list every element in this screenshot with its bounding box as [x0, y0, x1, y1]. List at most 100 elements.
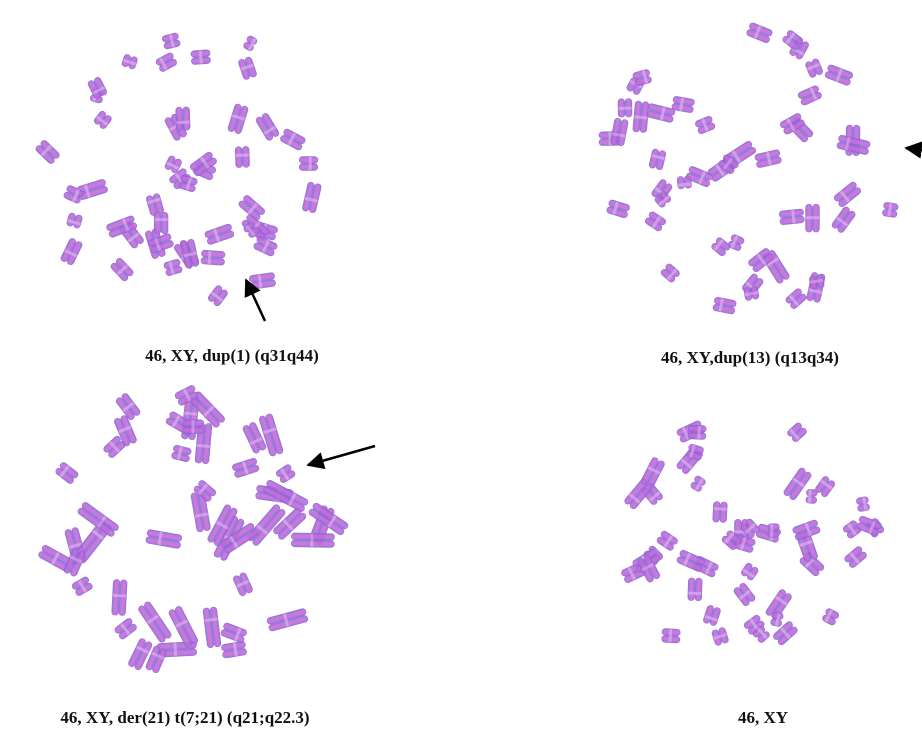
chromatid — [261, 113, 280, 137]
centromere — [844, 136, 851, 151]
chromatid — [175, 106, 184, 131]
chromatid — [168, 609, 192, 648]
centromere — [713, 238, 724, 251]
chromosome — [238, 195, 266, 221]
centromere — [173, 642, 178, 657]
centromere — [847, 523, 857, 536]
centromere — [887, 203, 893, 217]
centromere — [234, 627, 242, 641]
chromatid — [249, 422, 267, 451]
chromosome — [35, 140, 60, 164]
chromatid — [138, 605, 166, 643]
chromatid — [173, 445, 192, 456]
chromatid — [70, 551, 86, 577]
chromatid — [643, 555, 661, 580]
chromosome — [748, 248, 774, 272]
chromatid — [665, 263, 680, 278]
chromosome — [207, 285, 228, 307]
chromatid — [790, 293, 807, 309]
centromere — [232, 642, 238, 657]
centromere — [203, 405, 215, 417]
chromosome — [200, 249, 226, 266]
centromere — [659, 106, 666, 121]
chromatid — [189, 151, 213, 171]
chromosome — [60, 238, 83, 266]
chromosome — [740, 518, 760, 539]
chromatid — [858, 515, 882, 530]
chromatid — [831, 206, 850, 229]
chromatid — [77, 507, 115, 537]
chromosome — [809, 274, 825, 290]
centromere — [641, 70, 649, 84]
chromatid — [794, 526, 821, 541]
centromere — [612, 132, 626, 138]
chromosome — [805, 58, 823, 78]
chromosome — [298, 156, 319, 171]
chromatid — [797, 85, 819, 99]
centromere — [634, 115, 648, 120]
centromere — [820, 479, 833, 490]
chromosome — [171, 445, 192, 462]
centromere — [731, 150, 742, 163]
centromere — [171, 414, 181, 428]
chromosome — [204, 223, 235, 245]
chromatid — [224, 528, 259, 554]
chromosome — [275, 464, 296, 483]
chromatid — [194, 157, 217, 177]
chromatid — [726, 530, 742, 545]
chromosome — [253, 236, 278, 257]
centromere — [279, 467, 290, 481]
chromatid — [309, 183, 322, 214]
chromosome — [711, 237, 731, 257]
chromatid — [789, 471, 812, 501]
centromere — [792, 477, 805, 488]
chromosome — [77, 502, 119, 537]
chromatid — [687, 431, 707, 440]
centromere — [247, 202, 259, 215]
centromere — [740, 536, 747, 551]
chromosome — [266, 608, 309, 632]
centromere — [738, 589, 751, 601]
centromere — [713, 632, 727, 640]
centromere — [287, 492, 297, 506]
chromosome — [114, 618, 137, 640]
chromosome — [660, 263, 680, 283]
centromere — [213, 228, 221, 242]
centromere — [157, 531, 163, 546]
chromosome — [661, 628, 681, 644]
chromosome — [831, 206, 856, 233]
chromosome — [637, 555, 661, 583]
centromere — [718, 298, 724, 312]
centromere — [122, 58, 137, 66]
chromosome — [792, 519, 821, 541]
centromere — [198, 50, 203, 64]
chromosome — [844, 546, 867, 568]
chromatid — [159, 58, 177, 72]
centromere — [723, 532, 735, 544]
chromosome — [255, 113, 280, 141]
chromatid — [128, 638, 146, 667]
chromosome — [189, 151, 217, 177]
chromatid — [108, 222, 138, 238]
centromere — [612, 201, 619, 215]
centromere — [175, 619, 189, 628]
centromere — [627, 567, 636, 581]
chromatid — [161, 211, 169, 235]
centromere — [92, 86, 106, 95]
chromatid — [634, 76, 652, 87]
centromere — [780, 627, 792, 639]
chromosome — [207, 504, 238, 546]
caption: 46, XY, dup(1) (q31q44) — [145, 346, 319, 365]
chromosome — [733, 582, 756, 607]
chromatid — [175, 606, 199, 645]
metaphase-spreads — [35, 22, 899, 674]
chromosome — [752, 625, 770, 643]
centromere — [683, 552, 692, 566]
chromosome — [238, 56, 257, 80]
chromatid — [783, 119, 805, 135]
chromatid — [209, 606, 222, 648]
chromatid — [198, 480, 217, 497]
centromere — [680, 458, 693, 470]
chromosome — [676, 549, 705, 572]
chromatid — [106, 215, 135, 231]
